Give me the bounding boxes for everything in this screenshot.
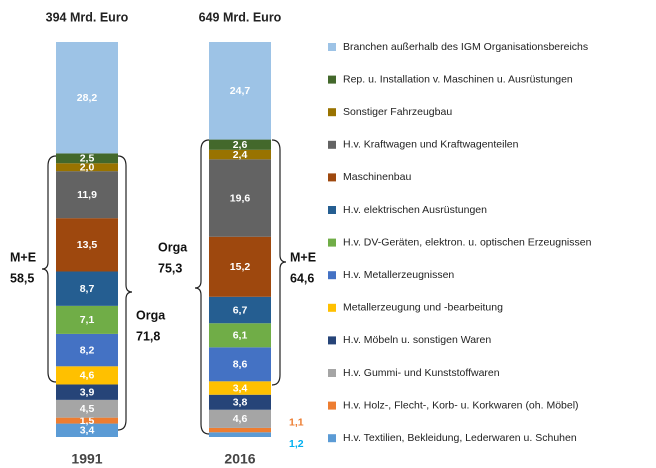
bar-segment [56,218,118,272]
value-label: 2,0 [80,161,95,173]
legend-swatch [328,140,336,149]
value-label: 15,2 [230,261,251,273]
legend-swatch [328,369,336,377]
legend-swatch [328,75,336,84]
value-label: 3,4 [233,382,248,394]
legend-swatch [328,238,336,247]
value-label: 3,4 [80,425,95,437]
value-label: 13,5 [77,239,98,251]
legend-label: H.v. Metallerzeugnissen [343,269,454,281]
bracket [194,139,210,435]
legend-label: H.v. elektrischen Ausrüstungen [343,204,487,216]
legend-label: H.v. Textilien, Bekleidung, Lederwaren u… [343,432,577,444]
total-label: 649 Mrd. Euro [199,10,282,24]
legend-swatch [328,434,336,443]
legend-swatch [328,303,336,312]
legend-swatch [328,401,336,410]
x-tick-label: 2016 [224,451,255,467]
value-label: 3,9 [80,386,95,398]
annotation: Orga [136,308,166,322]
legend-swatch [328,43,336,51]
annotation: 71,8 [136,329,160,343]
bracket [271,139,287,386]
legend-label: H.v. Kraftwagen und Kraftwagenteilen [343,139,519,151]
value-label: 19,6 [230,192,251,204]
bar-segment [56,171,118,219]
bar-segment [209,323,271,348]
value-label: 24,7 [230,85,251,97]
bar-segment [209,236,271,297]
legend-label: Sonstiger Fahrzeugbau [343,106,452,118]
bracket [117,155,133,431]
value-label: 1,2 [289,438,304,450]
value-label: 6,1 [233,330,248,342]
value-label: 3,8 [233,397,248,409]
legend-label: H.v. Möbeln u. sonstigen Waren [343,334,491,346]
bar-segment [209,347,271,382]
legend-label: Maschinenbau [343,171,411,183]
bar-segment [56,366,118,385]
value-label: 1,5 [80,415,95,427]
bar-segment [209,159,271,237]
bar-segment [56,42,118,154]
bar-segment [209,296,271,324]
value-label: 4,6 [80,370,95,382]
value-label: 2,4 [233,149,248,161]
legend-label: H.v. Holz-, Flecht-, Korb- u. Korkwaren … [343,399,579,411]
annotation: M+E [290,250,316,264]
total-label: 394 Mrd. Euro [46,10,129,24]
bracket [41,155,57,383]
bar-segment [209,427,271,433]
bar-segment [209,432,271,437]
value-label: 8,2 [80,344,95,356]
value-label: 4,5 [80,403,95,415]
legend-label: H.v. Gummi- und Kunststoffwaren [343,367,500,379]
value-label: 11,9 [77,189,97,201]
bar-segment [56,399,118,418]
legend-swatch [328,206,336,214]
annotation: 58,5 [10,271,34,285]
value-label: 28,2 [77,92,98,104]
bar-segment [209,139,271,150]
bar-segment [56,271,118,306]
annotation: 75,3 [158,261,182,275]
legend-label: Branchen außerhalb des IGM Organisations… [343,41,588,53]
legend-label: H.v. DV-Geräten, elektron. u. optischen … [343,236,592,248]
x-tick-label: 1991 [71,451,102,467]
bar-segment [56,423,118,437]
bar-segment [56,384,118,400]
bar-segment [56,333,118,367]
bar-segment [209,394,271,410]
annotation: M+E [10,250,36,264]
value-label: 2,6 [233,139,248,151]
value-label: 8,6 [233,359,248,371]
bar-segment [56,163,118,172]
legend-swatch [328,336,336,345]
value-label: 6,7 [233,304,248,316]
value-label: 2,5 [80,153,95,165]
annotation: Orga [158,240,188,254]
bar-segment [56,305,118,334]
legend-label: Rep. u. Installation v. Maschinen u. Aus… [343,73,573,85]
legend-label: Metallerzeugung und -bearbeitung [343,302,503,314]
bar-segment [209,42,271,140]
bar-segment [56,153,118,164]
bar-segment [209,409,271,428]
legend-swatch [328,173,336,182]
value-label: 8,7 [80,283,95,295]
value-label: 4,6 [233,413,248,425]
bar-segment [209,381,271,395]
value-label: 7,1 [80,314,95,326]
bar-segment [56,417,118,424]
annotation: 64,6 [290,271,314,285]
bar-segment [209,149,271,160]
value-label: 1,1 [289,417,304,429]
legend-swatch [328,271,336,280]
legend-swatch [328,108,336,117]
